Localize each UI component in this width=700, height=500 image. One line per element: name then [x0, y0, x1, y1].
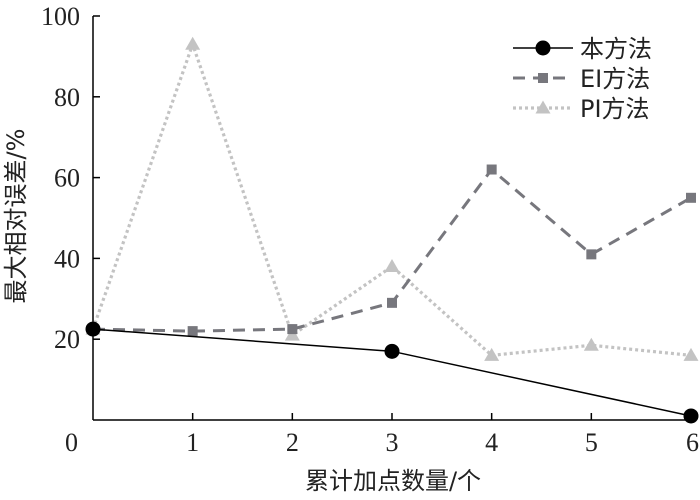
y-tick-label: 60	[54, 164, 80, 193]
x-tick-label: 3	[386, 428, 399, 457]
y-tick-label: 40	[54, 244, 80, 273]
data-point	[583, 337, 599, 351]
x-tick-label: 1	[186, 428, 199, 457]
data-point	[384, 258, 400, 272]
y-tick-label: 100	[41, 2, 80, 31]
data-point	[187, 326, 198, 337]
data-point	[387, 297, 397, 308]
data-point	[85, 321, 101, 337]
y-axis-title: 最大相对误差/%	[2, 129, 30, 304]
x-tick-label: 4	[485, 428, 498, 457]
legend-label: 本方法	[580, 35, 652, 63]
data-point	[185, 36, 201, 50]
data-point	[384, 343, 400, 359]
legend-label: PI方法	[580, 95, 650, 123]
data-point	[284, 327, 300, 341]
data-point	[683, 408, 699, 424]
series-layer	[85, 36, 699, 424]
data-point	[683, 347, 699, 361]
data-point	[686, 192, 696, 203]
legend-label: EI方法	[580, 65, 650, 93]
y-tick-label: 20	[54, 325, 80, 354]
data-point	[586, 249, 597, 260]
series-line	[92, 328, 692, 417]
series-circle	[85, 321, 699, 424]
data-point	[535, 40, 551, 56]
x-axis-title: 累计加点数量/个	[305, 467, 481, 495]
data-point	[287, 324, 298, 335]
data-point	[486, 164, 497, 175]
x-tick-label: 5	[585, 428, 598, 457]
series-square	[88, 164, 696, 337]
data-point	[538, 73, 548, 83]
x-tick-label: 2	[286, 428, 299, 457]
x-tick-label: 6	[686, 428, 699, 457]
data-point	[535, 100, 551, 114]
x-tick-label: 0	[65, 428, 78, 457]
y-tick-label: 80	[54, 83, 80, 112]
data-point	[484, 347, 500, 361]
axes: 0 1 2 3 4 5 6 20 40 60 80 100	[41, 2, 699, 457]
